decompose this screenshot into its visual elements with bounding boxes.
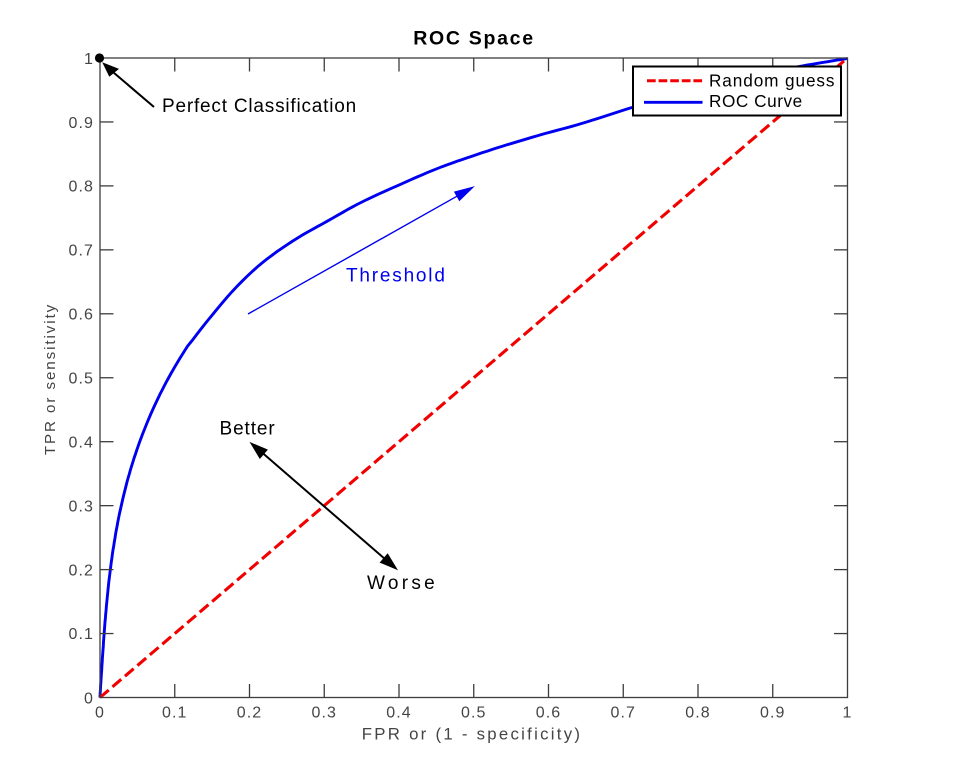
- svg-text:0.5: 0.5: [68, 371, 94, 388]
- svg-text:0.1: 0.1: [162, 705, 188, 722]
- svg-text:0: 0: [95, 705, 105, 722]
- svg-text:0.6: 0.6: [68, 307, 94, 324]
- svg-text:0.3: 0.3: [68, 498, 94, 515]
- svg-text:0.8: 0.8: [68, 179, 94, 196]
- svg-text:0.7: 0.7: [68, 243, 94, 260]
- svg-text:FPR or (1 - specificity): FPR or (1 - specificity): [362, 725, 582, 744]
- svg-text:0.8: 0.8: [685, 705, 711, 722]
- svg-text:Random guess: Random guess: [709, 71, 835, 91]
- svg-text:1: 1: [84, 51, 94, 68]
- svg-text:TPR or sensitivity: TPR or sensitivity: [42, 303, 59, 455]
- svg-text:0.1: 0.1: [68, 626, 94, 643]
- svg-text:0.2: 0.2: [68, 562, 94, 579]
- svg-text:0.4: 0.4: [386, 705, 412, 722]
- svg-text:0.6: 0.6: [536, 705, 562, 722]
- svg-text:0.2: 0.2: [237, 705, 263, 722]
- svg-text:0.5: 0.5: [461, 705, 487, 722]
- svg-text:Perfect Classification: Perfect Classification: [162, 96, 357, 117]
- svg-text:0: 0: [84, 690, 94, 707]
- svg-text:0.9: 0.9: [68, 115, 94, 132]
- svg-text:Worse: Worse: [367, 573, 438, 594]
- svg-text:1: 1: [843, 705, 853, 722]
- svg-text:Threshold: Threshold: [346, 266, 447, 287]
- svg-text:0.7: 0.7: [610, 705, 636, 722]
- svg-text:0.4: 0.4: [68, 434, 94, 451]
- svg-text:0.9: 0.9: [760, 705, 786, 722]
- svg-text:0.3: 0.3: [311, 705, 337, 722]
- svg-text:ROC Curve: ROC Curve: [709, 91, 803, 111]
- svg-text:Better: Better: [220, 419, 276, 440]
- svg-text:ROC Space: ROC Space: [413, 28, 535, 50]
